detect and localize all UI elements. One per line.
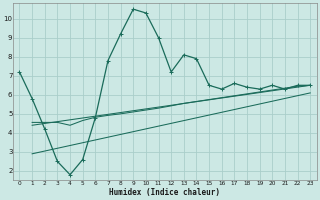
X-axis label: Humidex (Indice chaleur): Humidex (Indice chaleur) (109, 188, 220, 197)
